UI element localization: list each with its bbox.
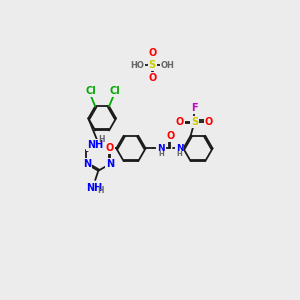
Text: O: O: [166, 131, 174, 141]
Text: F: F: [191, 103, 198, 113]
Text: H: H: [158, 151, 164, 157]
Text: O: O: [148, 73, 156, 82]
Text: N: N: [157, 144, 165, 153]
Text: S: S: [191, 117, 198, 127]
Text: S: S: [148, 60, 156, 70]
Text: H: H: [177, 151, 182, 157]
Text: O: O: [205, 117, 213, 127]
Text: NH: NH: [87, 140, 103, 150]
Text: O: O: [105, 143, 113, 153]
Text: O: O: [148, 48, 156, 58]
Text: N: N: [83, 159, 91, 169]
Text: N: N: [106, 159, 114, 169]
Text: Cl: Cl: [85, 86, 96, 96]
Text: OH: OH: [161, 61, 175, 70]
Text: O: O: [176, 117, 184, 127]
Text: Cl: Cl: [110, 86, 121, 96]
Text: H: H: [98, 136, 104, 145]
Text: N: N: [176, 144, 183, 153]
Text: H: H: [98, 186, 104, 195]
Text: NH: NH: [86, 183, 103, 193]
Text: HO: HO: [130, 61, 144, 70]
